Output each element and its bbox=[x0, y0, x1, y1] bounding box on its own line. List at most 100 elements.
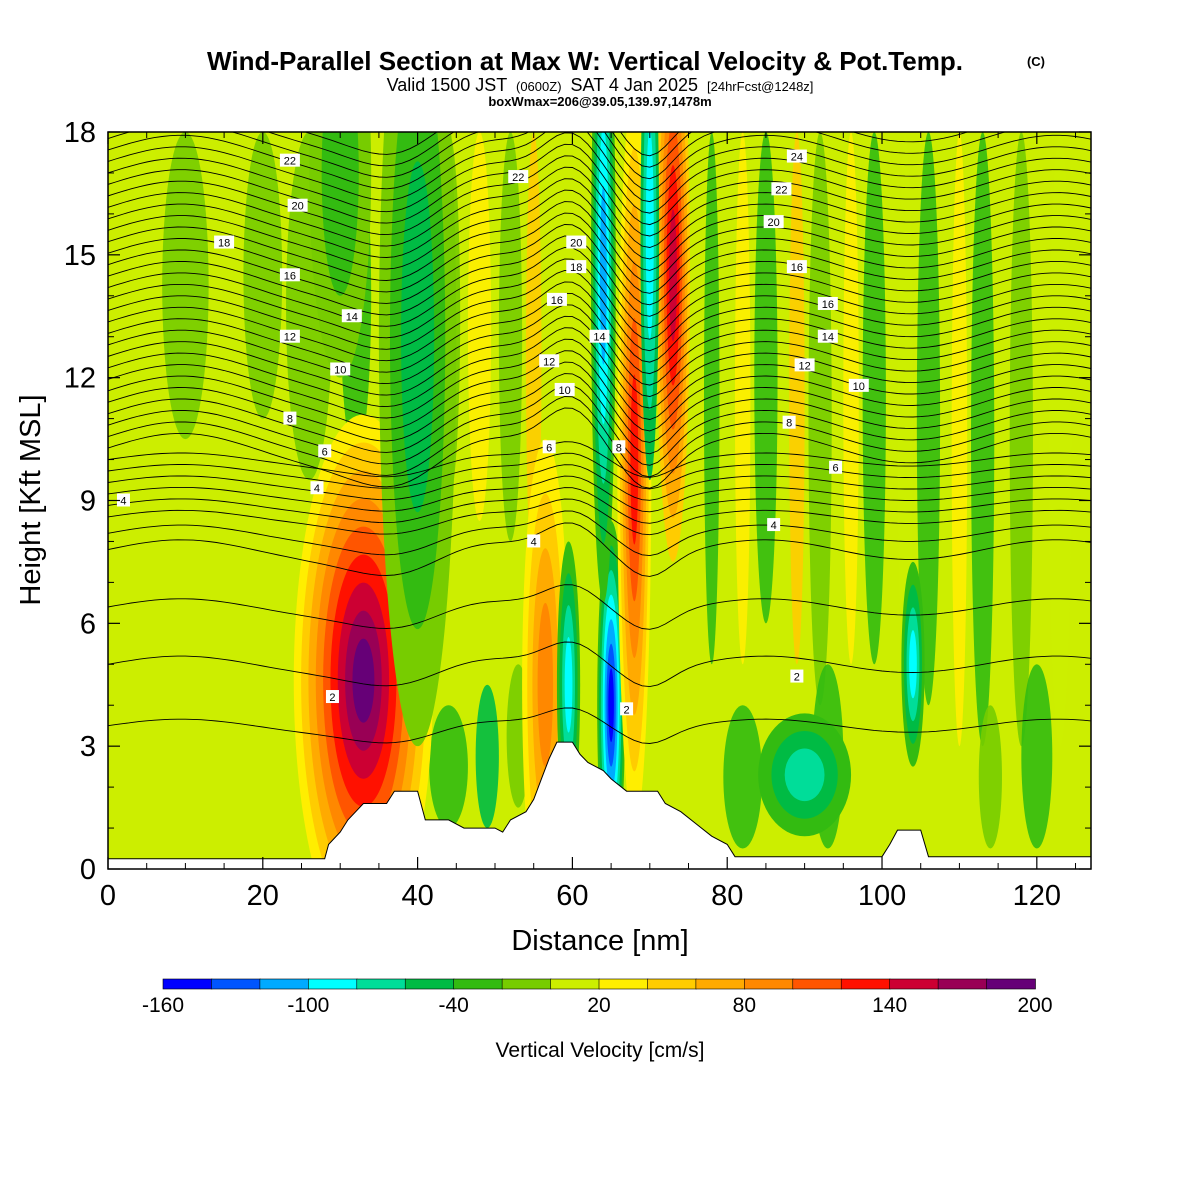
velocity-band bbox=[978, 705, 1002, 849]
isentrope-line bbox=[108, 201, 1091, 283]
contour-label-bg bbox=[116, 493, 130, 507]
isentrope-line bbox=[108, 166, 1091, 248]
contour-label: 4 bbox=[314, 483, 320, 495]
velocity-band bbox=[1021, 664, 1053, 849]
contour-label-bg bbox=[542, 440, 556, 454]
contour-label-bg bbox=[539, 354, 560, 368]
isentrope-line bbox=[108, 143, 1091, 226]
colorbar-swatch bbox=[744, 978, 794, 990]
contour-label: 22 bbox=[512, 172, 524, 184]
contour-label: 6 bbox=[546, 442, 552, 454]
contour-label-bg bbox=[287, 198, 308, 212]
x-tick-label: 120 bbox=[1013, 880, 1061, 912]
contour-label: 6 bbox=[833, 463, 839, 475]
isentrope-line bbox=[108, 212, 1091, 294]
y-tick-label: 0 bbox=[80, 854, 96, 886]
contour-label: 12 bbox=[798, 360, 810, 372]
contour-label-bg bbox=[325, 690, 339, 704]
colorbar-swatch bbox=[211, 978, 261, 990]
terrain bbox=[108, 741, 1091, 869]
contour-label-bg bbox=[283, 411, 297, 425]
velocity-band bbox=[162, 132, 209, 440]
contour-label-bg bbox=[214, 235, 235, 249]
contour-label-bg bbox=[279, 329, 300, 343]
x-tick-label: 80 bbox=[711, 880, 743, 912]
isentrope-line bbox=[108, 452, 1091, 490]
contour-label: 16 bbox=[284, 270, 296, 282]
contour-label: 12 bbox=[543, 356, 555, 368]
contour-label: 4 bbox=[531, 536, 537, 548]
y-tick-label: 3 bbox=[80, 731, 96, 763]
y-tick-label: 15 bbox=[64, 240, 96, 272]
contour-label: 18 bbox=[218, 238, 230, 250]
contour-label: 16 bbox=[791, 262, 803, 274]
colorbar-swatch bbox=[308, 978, 358, 990]
contour-label: 18 bbox=[570, 262, 582, 274]
colorbar-label: Vertical Velocity [cm/s] bbox=[496, 1039, 705, 1062]
isentrope-line bbox=[108, 281, 1091, 363]
chart-title-units: (C) bbox=[1027, 54, 1045, 69]
isentrope-line bbox=[108, 132, 1091, 191]
isentrope-line bbox=[108, 707, 1091, 744]
contour-label-bg bbox=[786, 260, 807, 274]
contour-label: 24 bbox=[791, 152, 803, 164]
contour-label-bg bbox=[310, 481, 324, 495]
contour-label: 20 bbox=[570, 238, 582, 250]
colorbar-swatch bbox=[598, 978, 649, 990]
isentrope-line bbox=[108, 132, 1007, 180]
isentrope-line bbox=[108, 224, 1091, 306]
colorbar-tick-label: 80 bbox=[733, 994, 756, 1017]
velocity-band bbox=[429, 705, 468, 829]
isentrope-lines bbox=[108, 132, 1091, 744]
velocity-band bbox=[131, 132, 163, 378]
contour-label-bg bbox=[279, 153, 300, 167]
velocity-band bbox=[862, 132, 886, 665]
contour-label: 8 bbox=[287, 414, 293, 426]
velocity-band bbox=[916, 132, 941, 706]
contour-label-bg bbox=[817, 296, 838, 310]
colorbar-tick-label: 20 bbox=[587, 994, 610, 1017]
subtitle-date: SAT 4 Jan 2025 bbox=[571, 75, 698, 95]
isentrope-line bbox=[108, 178, 1091, 260]
contour-label-bg bbox=[279, 268, 300, 282]
contour-label-bg bbox=[508, 170, 529, 184]
velocity-band bbox=[843, 132, 859, 665]
isentrope-line bbox=[108, 269, 1091, 352]
contour-label: 2 bbox=[794, 672, 800, 684]
x-tick-label: 0 bbox=[100, 880, 116, 912]
downdraft-core bbox=[608, 668, 614, 743]
contour-label-bg bbox=[763, 215, 784, 229]
colorbar-tick-label: 200 bbox=[1017, 994, 1052, 1017]
y-axis: 0 3 6 9 12 15 18 bbox=[64, 117, 1091, 886]
isentrope-line bbox=[108, 292, 1091, 375]
isentrope-line bbox=[108, 373, 1091, 455]
contour-label: 10 bbox=[334, 364, 346, 376]
isentrope-line bbox=[108, 235, 1091, 317]
isentrope-line bbox=[108, 155, 1091, 237]
contour-label: 4 bbox=[120, 496, 126, 508]
contour-label: 14 bbox=[593, 332, 605, 344]
contour-label-bg bbox=[330, 362, 351, 376]
isentrope-line bbox=[108, 584, 1091, 630]
velocity-band bbox=[734, 132, 751, 665]
velocity-band bbox=[1048, 132, 1072, 747]
contour-label-bg bbox=[848, 378, 869, 392]
colorbar-swatch bbox=[647, 978, 697, 990]
isentrope-line bbox=[267, 132, 970, 168]
updraft-core bbox=[630, 374, 639, 545]
y-axis-label: Height [Kft MSL] bbox=[15, 394, 47, 605]
isentrope-line bbox=[108, 327, 1091, 409]
velocity-band bbox=[498, 132, 523, 542]
velocity-band bbox=[808, 132, 832, 706]
isentrope-line bbox=[108, 315, 1091, 397]
isentrope-line bbox=[108, 487, 1091, 524]
x-axis-label: Distance [nm] bbox=[511, 925, 688, 957]
contour-label: 2 bbox=[624, 704, 630, 716]
contour-label-bg bbox=[554, 382, 575, 396]
isentrope-line bbox=[108, 475, 1091, 513]
isentrope-line bbox=[108, 258, 1091, 340]
x-axis: 0 20 40 60 80 100 120 bbox=[100, 132, 1077, 912]
